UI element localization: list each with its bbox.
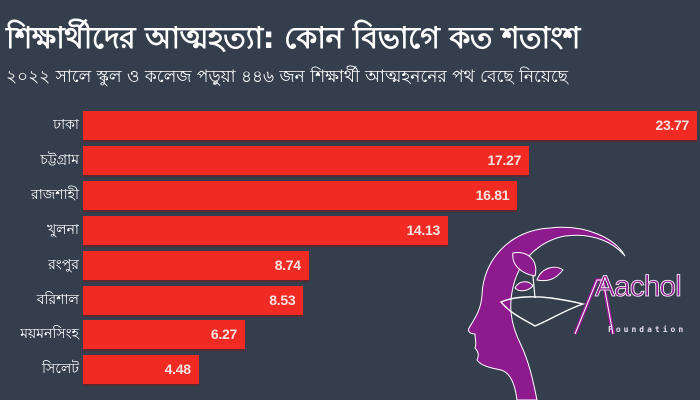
bar-row: ময়মনসিংহ 6.27 — [0, 320, 700, 350]
category-label: রংপুর — [48, 256, 79, 273]
bar: 17.27 — [83, 145, 530, 175]
value-label: 16.81 — [475, 186, 510, 203]
bar: 8.53 — [83, 285, 304, 315]
bar-row: খুলনা 14.13 — [0, 215, 700, 245]
value-label: 8.53 — [269, 291, 296, 308]
bar: 23.77 — [83, 111, 697, 140]
bar-row: বরিশাল 8.53 — [0, 285, 700, 315]
category-label: ময়মনসিংহ — [20, 326, 79, 343]
bar-row: চট্টগ্রাম 17.27 — [0, 145, 700, 175]
value-label: 8.74 — [274, 256, 301, 273]
category-label: ঢাকা — [53, 117, 79, 133]
bar-row: ঢাকা 23.77 — [0, 111, 700, 140]
bar: 14.13 — [83, 215, 448, 245]
category-label: বরিশাল — [36, 291, 79, 308]
aachol-logo-icon — [468, 226, 626, 400]
value-label: 17.27 — [487, 151, 522, 168]
bar-row: রংপুর 8.74 — [0, 250, 700, 280]
logo-name: Aachol — [595, 270, 683, 304]
bar: 4.48 — [83, 355, 199, 385]
category-label: সিলেট — [42, 361, 79, 378]
value-label: 4.48 — [164, 361, 191, 378]
chart-title: শিক্ষার্থীদের আত্মহত্যা: কোন বিভাগে কত শ… — [6, 21, 580, 56]
category-label: রাজশাহী — [31, 186, 79, 203]
bar-row: রাজশাহী 16.81 — [0, 180, 700, 210]
value-label: 6.27 — [210, 326, 237, 343]
bar-row: সিলেট 4.48 — [0, 355, 700, 385]
category-label: চট্টগ্রাম — [40, 151, 79, 168]
value-label: 14.13 — [406, 221, 440, 238]
bar: 6.27 — [83, 320, 245, 350]
value-label: 23.77 — [655, 117, 689, 133]
category-label: খুলনা — [46, 221, 79, 238]
logo-subtitle: Foundation — [608, 325, 687, 334]
chart-subtitle: ২০২২ সালে স্কুল ও কলেজ পড়ুয়া ৪৪৬ জন শি… — [6, 67, 568, 87]
bar: 16.81 — [83, 180, 518, 210]
bar: 8.74 — [83, 250, 309, 280]
